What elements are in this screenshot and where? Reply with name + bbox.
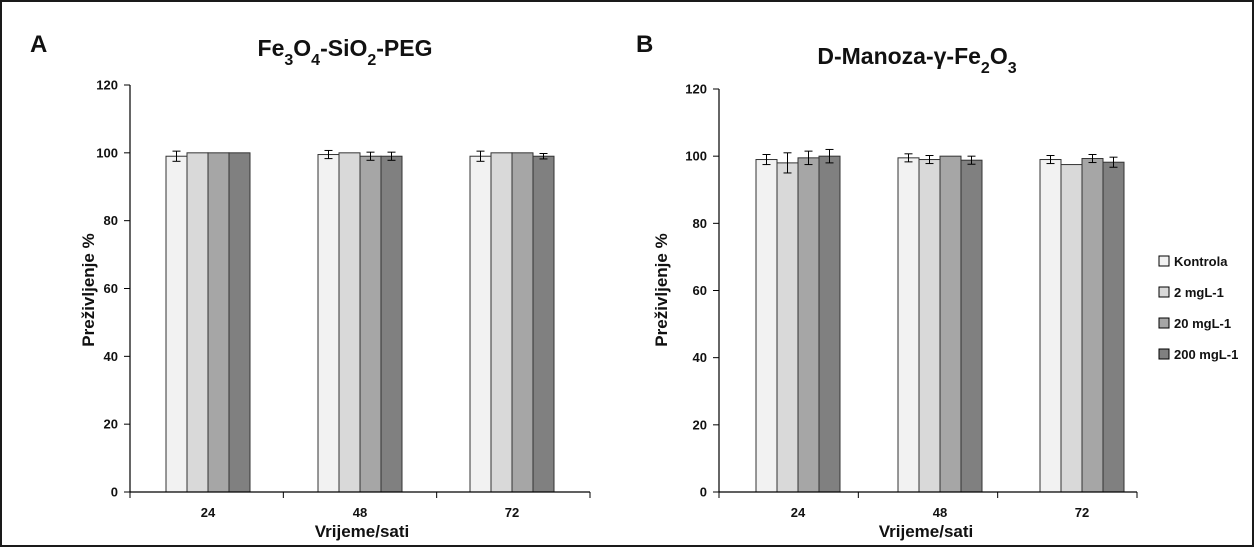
bar-b-2-mgl-1-72 [1060, 164, 1083, 493]
legend: Kontrola 2 mgL-1 20 mgL-1 200 mgL-1 [1158, 254, 1238, 362]
bar-b-2-mgl-1-24 [776, 162, 799, 493]
bar-b-2-mgl-1-48 [918, 159, 941, 493]
x-tick-label: 72 [1075, 505, 1089, 520]
bar-b-kontrola-24 [755, 159, 778, 493]
x-tick-label: 24 [791, 505, 806, 520]
chart-title: D-Manoza-γ-Fe2O3 [817, 43, 1016, 77]
bar-a-2-mgl-1-24 [186, 152, 209, 493]
bar-b-20-mgl-1-48 [939, 155, 962, 493]
x-axis-title: Vrijeme/sati [315, 522, 410, 541]
bar-b-200-mgl-1-72 [1102, 161, 1125, 493]
y-tick-label: 60 [104, 281, 118, 296]
y-tick-label: 0 [111, 485, 118, 500]
y-tick-label: 20 [104, 417, 118, 432]
x-tick-label: 72 [505, 505, 519, 520]
bar-a-200-mgl-1-48 [380, 155, 403, 493]
legend-swatch [1158, 317, 1170, 329]
legend-label: 2 mgL-1 [1174, 285, 1224, 300]
y-tick-label: 40 [693, 350, 707, 365]
bar-a-20-mgl-1-48 [359, 155, 382, 493]
bar-a-kontrola-24 [165, 155, 188, 493]
y-axis-title: Preživljenje % [652, 233, 671, 346]
y-tick-label: 120 [685, 82, 707, 97]
y-axis-title: Preživljenje % [79, 233, 98, 346]
y-tick-label: 20 [693, 417, 707, 432]
legend-label: 200 mgL-1 [1174, 347, 1238, 362]
x-tick-label: 48 [933, 505, 947, 520]
panel-letter: B [636, 31, 653, 58]
x-tick-label: 48 [353, 505, 367, 520]
bar-b-200-mgl-1-48 [960, 159, 983, 493]
bar-a-2-mgl-1-72 [490, 152, 513, 493]
bar-a-200-mgl-1-72 [532, 155, 555, 493]
legend-swatch [1158, 348, 1170, 360]
bar-b-20-mgl-1-72 [1081, 158, 1104, 493]
y-tick-label: 100 [96, 145, 118, 160]
y-tick-label: 80 [693, 216, 707, 231]
bar-b-20-mgl-1-24 [797, 157, 820, 493]
bar-b-kontrola-72 [1039, 159, 1062, 493]
x-tick-label: 24 [201, 505, 216, 520]
y-tick-label: 40 [104, 349, 118, 364]
legend-label: 20 mgL-1 [1174, 316, 1231, 331]
panel-letter: A [30, 31, 47, 58]
bar-b-kontrola-48 [897, 157, 920, 493]
chart-title: Fe3O4-SiO2-PEG [258, 35, 433, 69]
legend-swatch [1158, 255, 1170, 267]
bar-b-200-mgl-1-24 [818, 155, 841, 493]
y-tick-label: 60 [693, 283, 707, 298]
y-tick-label: 120 [96, 78, 118, 93]
bar-a-20-mgl-1-24 [207, 152, 230, 493]
chart-panel-b: B D-Manoza-γ-Fe2O3 0 20 40 60 80 100 120 24 48 72 Vr… [636, 31, 1238, 541]
legend-swatch [1158, 286, 1170, 298]
y-tick-label: 0 [700, 485, 707, 500]
x-axis-title: Vrijeme/sati [879, 522, 974, 541]
y-tick-label: 100 [685, 149, 707, 164]
y-tick-label: 80 [104, 213, 118, 228]
bar-a-2-mgl-1-48 [338, 152, 361, 493]
bar-a-kontrola-48 [317, 154, 340, 493]
bar-a-20-mgl-1-72 [511, 152, 534, 493]
bar-a-200-mgl-1-24 [228, 152, 251, 493]
bar-a-kontrola-72 [469, 155, 492, 493]
chart-panel-a: A Fe3O4-SiO2-PEG 0 20 40 60 80 100 120 24 48 72 Vrij… [30, 31, 591, 541]
legend-label: Kontrola [1174, 254, 1228, 269]
